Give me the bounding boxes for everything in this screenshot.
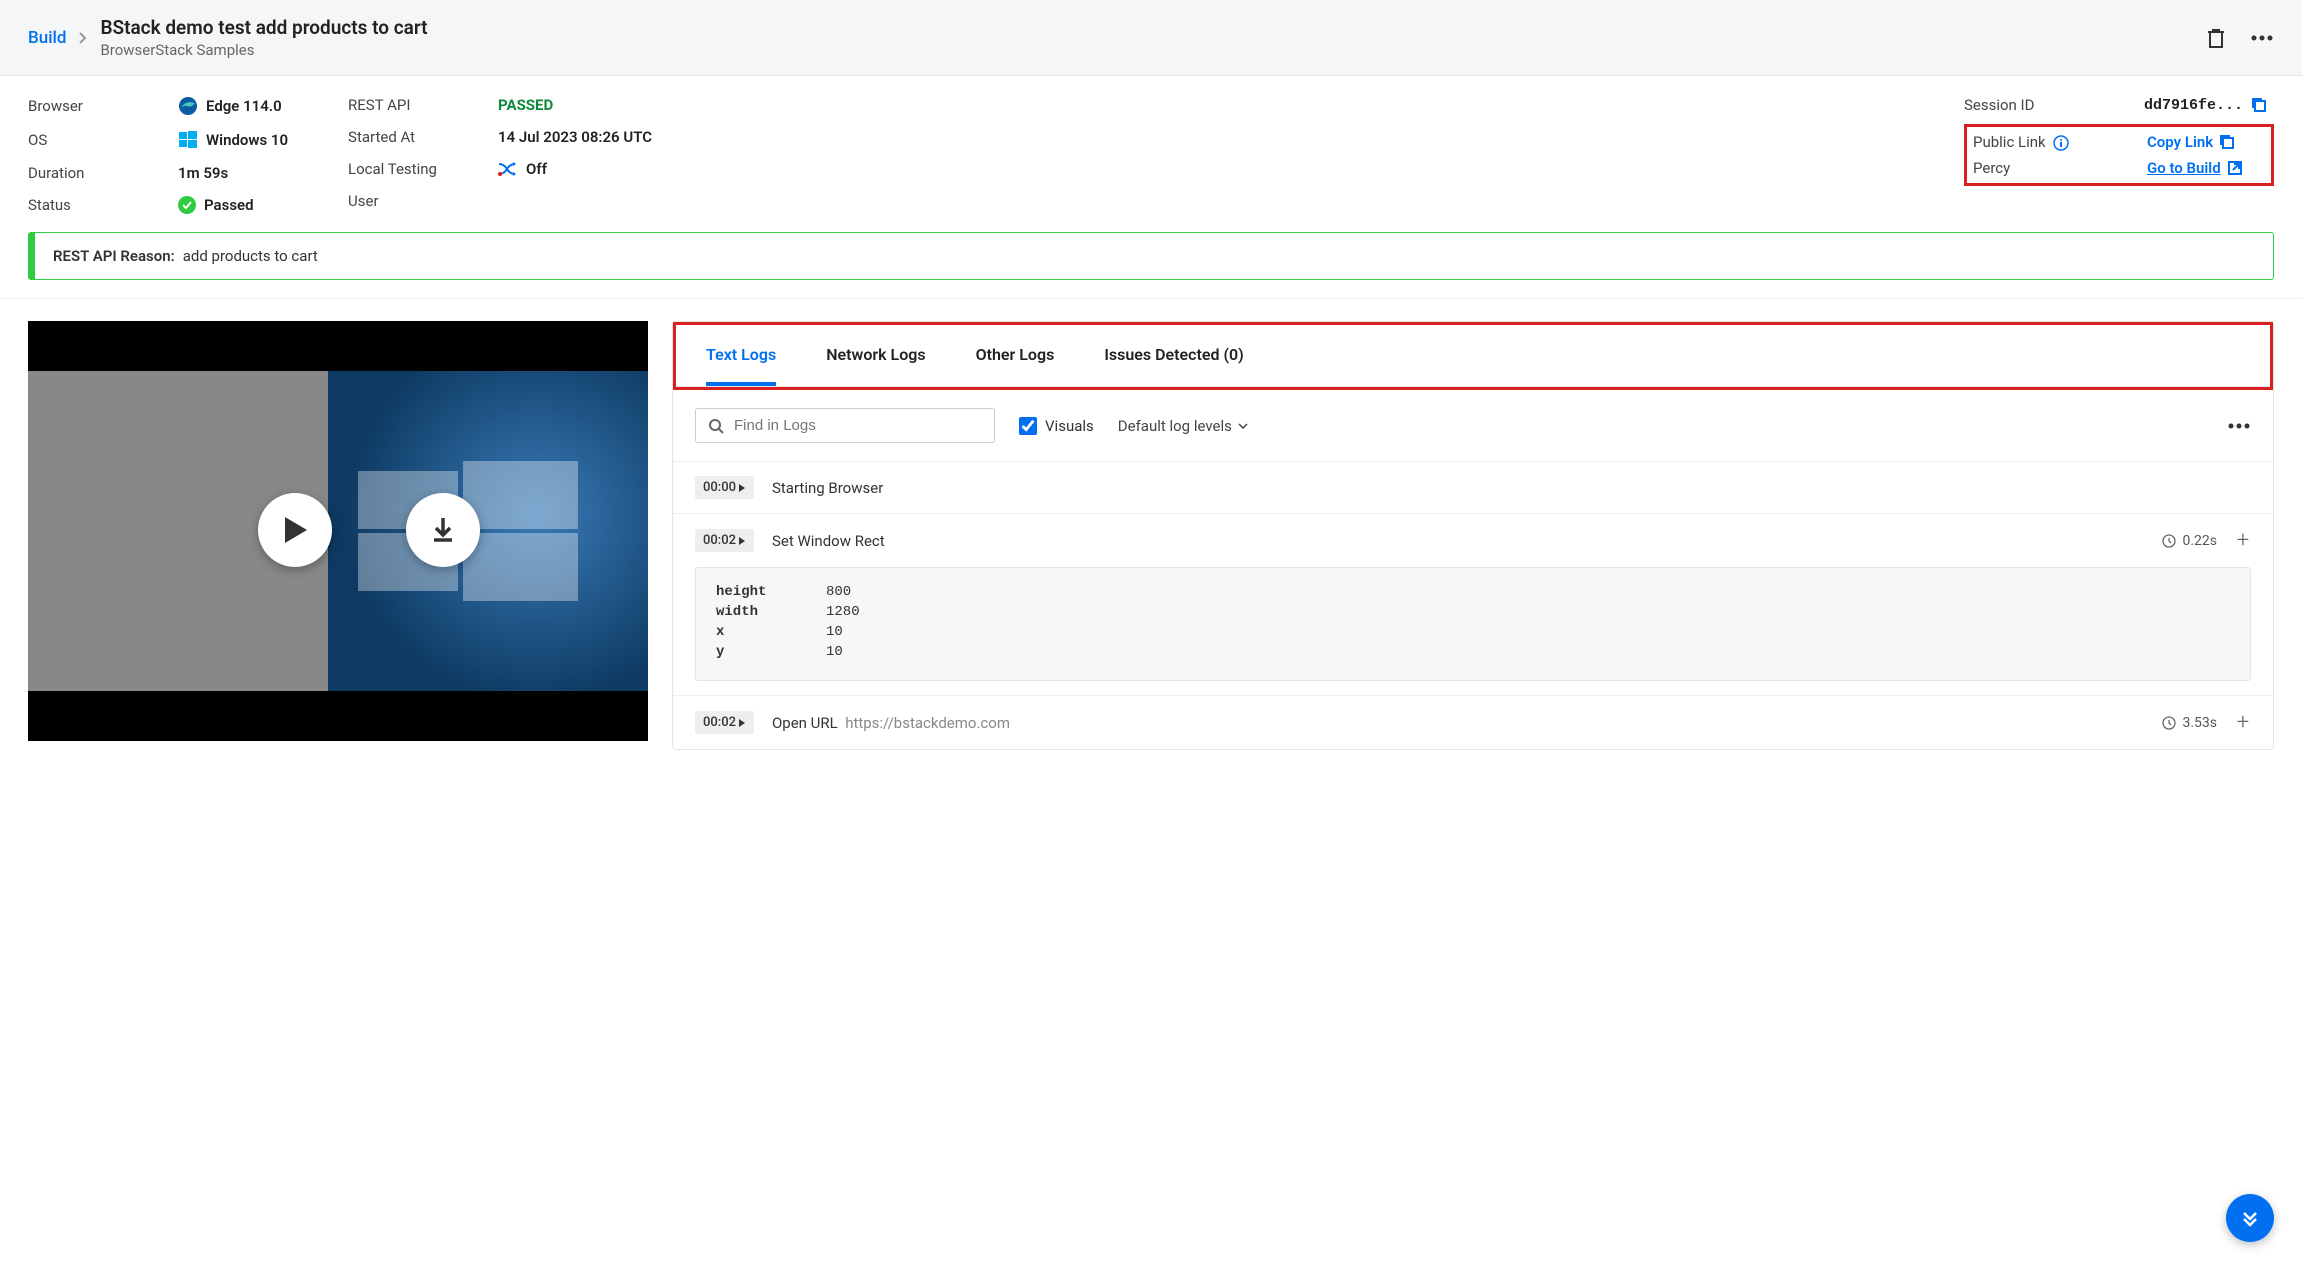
caret-down-icon <box>1238 423 1248 429</box>
visuals-label: Visuals <box>1045 417 1094 435</box>
percy-highlight: Public Link Copy Link Percy Go to Build <box>1964 124 2274 186</box>
session-video <box>28 321 648 741</box>
video-thumbnail-right <box>328 371 648 691</box>
session-id-label: Session ID <box>1964 96 2144 114</box>
download-button[interactable] <box>406 493 480 567</box>
visuals-checkbox[interactable]: Visuals <box>1019 417 1094 435</box>
delete-button[interactable] <box>2206 27 2226 49</box>
browser-value: Edge 114.0 <box>178 96 282 116</box>
log-row[interactable]: 00:00 Starting Browser <box>673 462 2273 513</box>
breadcrumb: Build BStack demo test add products to c… <box>28 16 428 59</box>
log-list: 00:00 Starting Browser 00:02 Set Window … <box>673 462 2273 749</box>
browser-label: Browser <box>28 97 178 115</box>
logs-toolbar: Visuals Default log levels <box>673 390 2273 462</box>
copy-link-button[interactable]: Copy Link <box>2147 133 2235 151</box>
log-level-dropdown[interactable]: Default log levels <box>1118 417 1248 435</box>
info-icon[interactable] <box>2053 135 2069 151</box>
percy-label: Percy <box>1973 159 2147 177</box>
windows-icon <box>178 130 198 150</box>
duration-label: Duration <box>28 164 178 182</box>
status-value: Passed <box>178 196 254 214</box>
session-id-value: dd7916fe... <box>2144 97 2267 114</box>
log-time: 00:00 <box>695 476 754 499</box>
tab-text-logs[interactable]: Text Logs <box>706 325 776 386</box>
search-input-wrapper[interactable] <box>695 408 995 443</box>
shuffle-icon <box>498 161 518 177</box>
log-duration: 3.53s <box>2162 715 2217 731</box>
edge-icon <box>178 96 198 116</box>
chevron-right-icon <box>78 31 88 45</box>
log-message: Starting Browser <box>772 479 2251 497</box>
page-title: BStack demo test add products to cart <box>100 16 427 39</box>
expand-icon[interactable]: + <box>2235 528 2251 553</box>
api-status-badge: PASSED <box>498 96 553 114</box>
public-link-label: Public Link <box>1973 133 2147 151</box>
local-value: Off <box>498 160 547 178</box>
log-message: Open URL https://bstackdemo.com <box>772 714 2144 732</box>
local-label: Local Testing <box>348 160 498 178</box>
started-value: 14 Jul 2023 08:26 UTC <box>498 128 652 146</box>
reason-banner: REST API Reason: add products to cart <box>28 232 2274 280</box>
breadcrumb-build-link[interactable]: Build <box>28 28 66 48</box>
log-detail: height800 width1280 x10 y10 <box>695 567 2251 681</box>
log-row[interactable]: 00:02 Open URL https://bstackdemo.com 3.… <box>673 695 2273 749</box>
user-label: User <box>348 192 498 210</box>
search-icon <box>708 418 724 434</box>
os-label: OS <box>28 131 178 149</box>
duration-value: 1m 59s <box>178 164 228 182</box>
expand-icon[interactable]: + <box>2235 710 2251 735</box>
more-menu-button[interactable] <box>2250 35 2274 41</box>
os-value: Windows 10 <box>178 130 288 150</box>
reason-value: add products to cart <box>183 247 318 265</box>
copy-session-icon[interactable] <box>2251 97 2267 113</box>
log-time: 00:02 <box>695 711 754 734</box>
log-row[interactable]: 00:02 Set Window Rect 0.22s + <box>673 513 2273 567</box>
search-input[interactable] <box>734 417 982 434</box>
session-metadata: Browser Edge 114.0 OS Windows 10 Duratio… <box>0 76 2302 232</box>
log-time: 00:02 <box>695 529 754 552</box>
check-circle-icon <box>178 196 196 214</box>
tab-other-logs[interactable]: Other Logs <box>976 325 1055 386</box>
clock-icon <box>2162 716 2176 730</box>
reason-label: REST API Reason: <box>53 247 175 265</box>
tab-network-logs[interactable]: Network Logs <box>826 325 925 386</box>
started-label: Started At <box>348 128 498 146</box>
log-message: Set Window Rect <box>772 532 2144 550</box>
page-subtitle: BrowserStack Samples <box>100 41 427 59</box>
play-button[interactable] <box>258 493 332 567</box>
logs-more-button[interactable] <box>2227 423 2251 429</box>
status-label: Status <box>28 196 178 214</box>
logs-panel: Text Logs Network Logs Other Logs Issues… <box>672 321 2274 750</box>
clock-icon <box>2162 534 2176 548</box>
log-tabs: Text Logs Network Logs Other Logs Issues… <box>676 325 2270 387</box>
log-duration: 0.22s <box>2162 533 2217 549</box>
visuals-checkbox-input[interactable] <box>1019 417 1037 435</box>
page-header: Build BStack demo test add products to c… <box>0 0 2302 76</box>
scroll-down-fab[interactable] <box>2226 1194 2274 1242</box>
go-to-build-link[interactable]: Go to Build <box>2147 159 2243 177</box>
tab-issues-detected[interactable]: Issues Detected (0) <box>1104 325 1243 386</box>
api-label: REST API <box>348 96 498 114</box>
